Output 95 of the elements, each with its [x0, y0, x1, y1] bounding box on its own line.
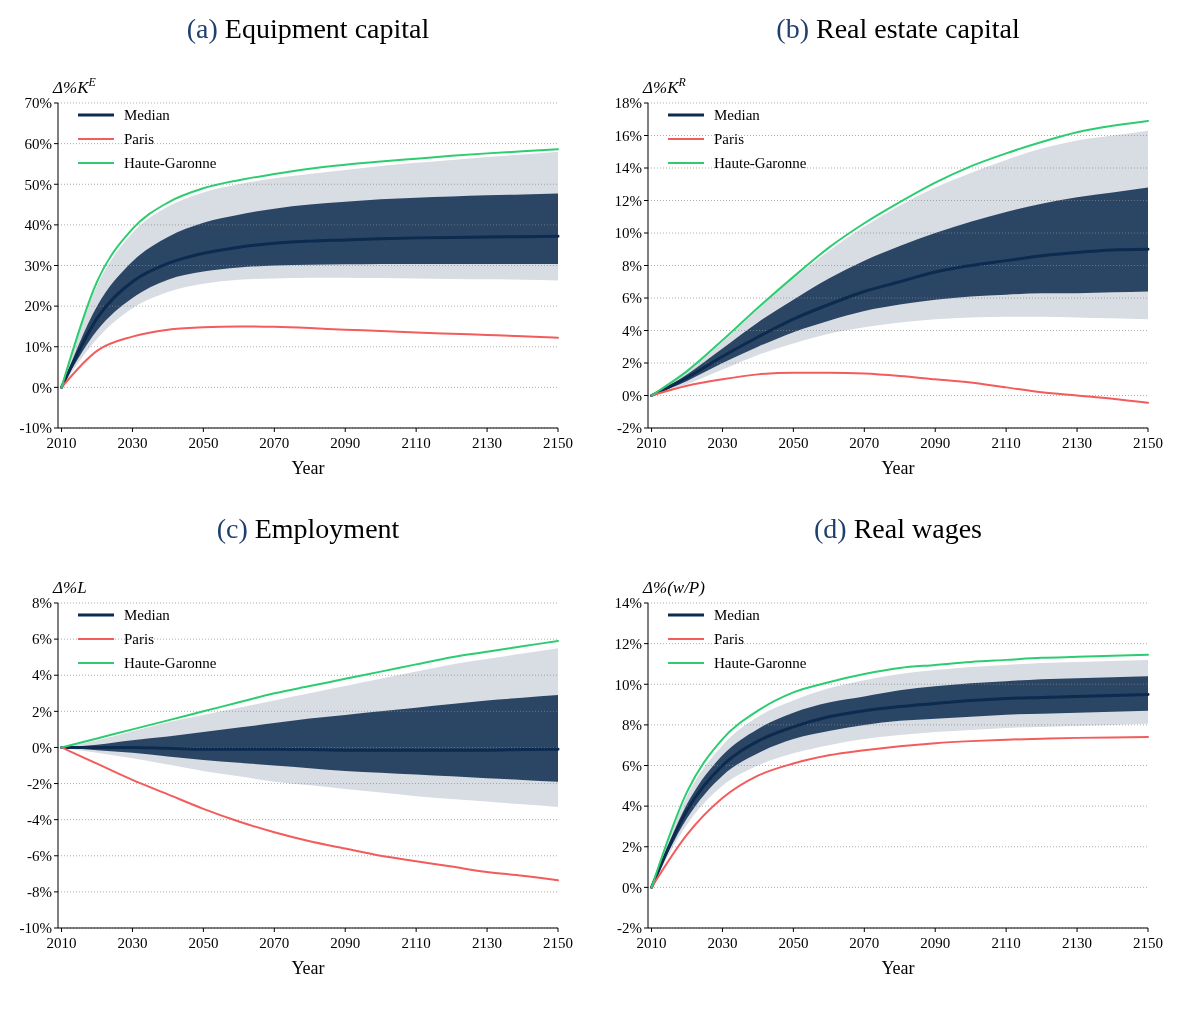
x-tick-label: 2090 — [920, 935, 951, 951]
y-tick-label: 0% — [32, 379, 52, 396]
x-tick-label: 2150 — [543, 435, 573, 451]
y-tick-label: 8% — [32, 595, 52, 612]
x-tick-label: 2150 — [1133, 435, 1163, 451]
x-tick-label: 2010 — [636, 435, 667, 451]
legend-label: Haute-Garonne — [714, 655, 807, 672]
x-tick-label: 2050 — [188, 435, 219, 451]
y-tick-label: 14% — [614, 160, 642, 177]
y-tick-label: 18% — [614, 95, 642, 112]
x-tick-label: 2030 — [117, 435, 148, 451]
x-tick-label: 2030 — [117, 935, 148, 951]
legend-label: Paris — [124, 631, 155, 648]
y-tick-label: 0% — [622, 879, 642, 896]
x-tick-label: 2130 — [472, 435, 503, 451]
y-axis-title: Δ%K$^{R}$ — [642, 75, 687, 97]
x-tick-label: 2010 — [46, 435, 77, 451]
x-tick-label: 2110 — [991, 935, 1021, 951]
y-tick-label: 2% — [622, 355, 642, 372]
x-tick-label: 2070 — [849, 435, 880, 451]
x-tick-label: 2070 — [849, 935, 880, 951]
y-axis-title: Δ%K$^{E}$ — [52, 75, 97, 97]
y-axis-title: Δ%L — [52, 578, 87, 597]
chart-title: (d) Real wages — [814, 513, 982, 544]
y-tick-label: 4% — [622, 322, 642, 339]
legend-label: Median — [124, 607, 171, 624]
y-tick-label: 6% — [622, 757, 642, 774]
x-tick-label: 2070 — [259, 435, 290, 451]
legend-label: Paris — [124, 131, 155, 148]
x-tick-label: 2050 — [188, 935, 219, 951]
y-tick-label: 70% — [24, 95, 52, 112]
legend-label: Haute-Garonne — [124, 155, 217, 172]
x-axis-title: Year — [881, 958, 915, 978]
chart-title: (b) Real estate capital — [776, 13, 1020, 44]
legend-label: Paris — [714, 131, 745, 148]
y-tick-label: -10% — [19, 420, 52, 437]
x-tick-label: 2090 — [330, 935, 361, 951]
y-tick-label: -2% — [617, 420, 642, 437]
x-tick-label: 2090 — [330, 435, 361, 451]
x-tick-label: 2030 — [707, 935, 738, 951]
y-tick-label: 6% — [32, 631, 52, 648]
x-tick-label: 2030 — [707, 435, 738, 451]
legend-label: Paris — [714, 631, 745, 648]
x-tick-label: 2130 — [1062, 935, 1093, 951]
y-tick-label: 40% — [24, 217, 52, 234]
y-tick-label: 4% — [622, 798, 642, 815]
y-tick-label: 2% — [622, 839, 642, 855]
y-tick-label: 10% — [24, 339, 52, 355]
y-tick-label: 8% — [622, 257, 642, 274]
x-tick-label: 2010 — [46, 935, 77, 951]
y-tick-label: 8% — [622, 717, 642, 734]
x-tick-label: 2130 — [472, 935, 503, 951]
x-tick-label: 2090 — [920, 435, 951, 451]
x-tick-label: 2110 — [401, 435, 431, 451]
x-axis-title: Year — [881, 458, 915, 478]
legend-label: Median — [714, 107, 761, 124]
y-tick-label: 20% — [24, 298, 52, 315]
y-tick-label: 10% — [614, 676, 642, 693]
y-tick-label: -2% — [617, 920, 642, 937]
y-tick-label: 30% — [24, 257, 52, 274]
y-tick-label: -8% — [27, 884, 52, 901]
y-tick-label: -10% — [19, 920, 52, 937]
y-tick-label: 4% — [32, 667, 52, 684]
x-tick-label: 2110 — [991, 435, 1021, 451]
y-tick-label: 6% — [622, 290, 642, 307]
legend-label: Haute-Garonne — [714, 155, 807, 172]
y-tick-label: 2% — [32, 703, 52, 720]
x-axis-title: Year — [291, 458, 325, 478]
y-tick-label: 60% — [24, 135, 52, 152]
x-axis-title: Year — [291, 958, 325, 978]
y-tick-label: 16% — [614, 127, 642, 144]
y-tick-label: 50% — [24, 176, 52, 193]
legend-label: Median — [714, 607, 761, 624]
x-tick-label: 2110 — [401, 935, 431, 951]
x-tick-label: 2070 — [259, 935, 290, 951]
x-tick-label: 2150 — [1133, 935, 1163, 951]
y-tick-label: -6% — [27, 848, 52, 865]
y-tick-label: 10% — [614, 225, 642, 242]
y-axis-title: Δ%(w/P) — [642, 578, 706, 597]
y-tick-label: 12% — [614, 635, 642, 652]
y-tick-label: -4% — [27, 811, 52, 828]
x-tick-label: 2130 — [1062, 435, 1093, 451]
legend-label: Median — [124, 107, 171, 124]
chart-title: (c) Employment — [216, 513, 400, 544]
x-tick-label: 2010 — [636, 935, 667, 951]
y-tick-label: 14% — [614, 595, 642, 612]
y-tick-label: 12% — [614, 192, 642, 209]
y-tick-label: -2% — [27, 775, 52, 792]
chart-title: (a) Equipment capital — [186, 13, 430, 44]
x-tick-label: 2150 — [543, 935, 573, 951]
x-tick-label: 2050 — [778, 435, 809, 451]
x-tick-label: 2050 — [778, 935, 809, 951]
y-tick-label: 0% — [32, 739, 52, 756]
y-tick-label: 0% — [622, 387, 642, 404]
legend-label: Haute-Garonne — [124, 655, 217, 672]
